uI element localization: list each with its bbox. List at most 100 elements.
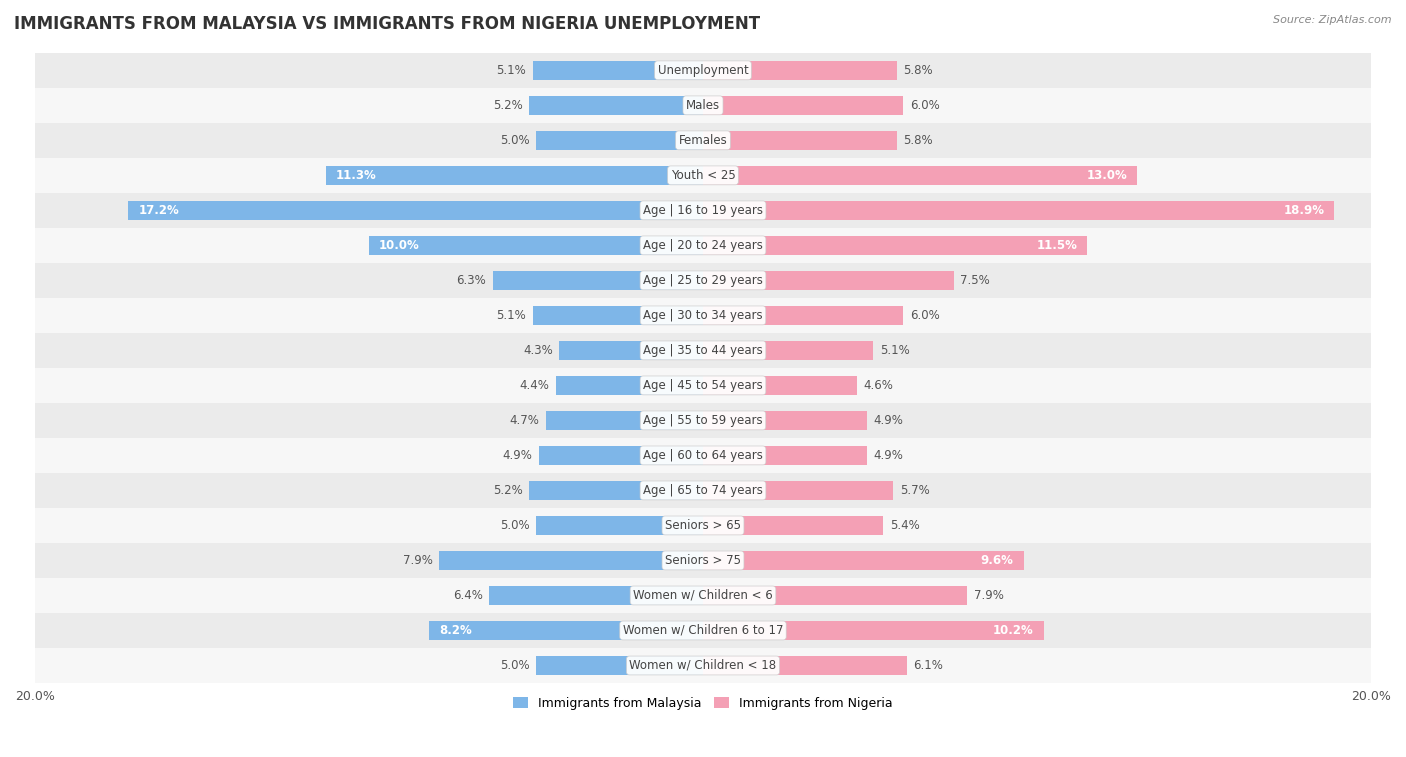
Bar <box>703 446 866 465</box>
Bar <box>703 656 907 675</box>
Text: 5.0%: 5.0% <box>499 659 529 672</box>
Text: Source: ZipAtlas.com: Source: ZipAtlas.com <box>1274 15 1392 25</box>
Bar <box>35 123 1371 158</box>
Bar <box>703 95 904 115</box>
Bar <box>560 341 703 360</box>
Text: 5.8%: 5.8% <box>904 64 934 77</box>
Bar <box>540 446 703 465</box>
Bar <box>703 166 1137 185</box>
Text: Age | 35 to 44 years: Age | 35 to 44 years <box>643 344 763 357</box>
Bar <box>529 481 703 500</box>
Text: 4.3%: 4.3% <box>523 344 553 357</box>
Bar <box>35 263 1371 298</box>
Text: 5.2%: 5.2% <box>494 99 523 112</box>
Text: Women w/ Children < 6: Women w/ Children < 6 <box>633 589 773 602</box>
Bar <box>35 648 1371 683</box>
Text: 5.1%: 5.1% <box>496 309 526 322</box>
Bar <box>35 158 1371 193</box>
Bar <box>35 508 1371 543</box>
Bar <box>439 551 703 570</box>
Text: Age | 16 to 19 years: Age | 16 to 19 years <box>643 204 763 217</box>
Text: 6.4%: 6.4% <box>453 589 482 602</box>
Bar <box>35 543 1371 578</box>
Text: 4.4%: 4.4% <box>519 379 550 392</box>
Text: 4.9%: 4.9% <box>503 449 533 462</box>
Text: 4.7%: 4.7% <box>509 414 540 427</box>
Bar <box>703 481 893 500</box>
Bar <box>35 438 1371 473</box>
Bar <box>35 473 1371 508</box>
Bar <box>703 61 897 80</box>
Text: 4.9%: 4.9% <box>873 449 903 462</box>
Text: Age | 65 to 74 years: Age | 65 to 74 years <box>643 484 763 497</box>
Bar <box>703 586 967 605</box>
Text: 17.2%: 17.2% <box>138 204 179 217</box>
Text: 5.0%: 5.0% <box>499 519 529 532</box>
Legend: Immigrants from Malaysia, Immigrants from Nigeria: Immigrants from Malaysia, Immigrants fro… <box>508 692 898 715</box>
Text: Seniors > 65: Seniors > 65 <box>665 519 741 532</box>
Text: Age | 25 to 29 years: Age | 25 to 29 years <box>643 274 763 287</box>
Bar <box>429 621 703 640</box>
Text: 5.4%: 5.4% <box>890 519 920 532</box>
Bar <box>368 235 703 255</box>
Bar <box>35 298 1371 333</box>
Text: Youth < 25: Youth < 25 <box>671 169 735 182</box>
Text: 7.5%: 7.5% <box>960 274 990 287</box>
Bar <box>35 368 1371 403</box>
Text: 5.0%: 5.0% <box>499 134 529 147</box>
Bar <box>536 131 703 150</box>
Text: 5.2%: 5.2% <box>494 484 523 497</box>
Bar <box>703 235 1087 255</box>
Bar <box>492 271 703 290</box>
Text: Females: Females <box>679 134 727 147</box>
Text: 11.5%: 11.5% <box>1036 239 1077 252</box>
Text: 5.1%: 5.1% <box>496 64 526 77</box>
Text: 4.9%: 4.9% <box>873 414 903 427</box>
Text: Unemployment: Unemployment <box>658 64 748 77</box>
Text: 6.3%: 6.3% <box>456 274 486 287</box>
Text: 7.9%: 7.9% <box>973 589 1004 602</box>
Text: 11.3%: 11.3% <box>336 169 377 182</box>
Text: Women w/ Children 6 to 17: Women w/ Children 6 to 17 <box>623 624 783 637</box>
Text: Age | 20 to 24 years: Age | 20 to 24 years <box>643 239 763 252</box>
Bar <box>128 201 703 220</box>
Bar <box>703 551 1024 570</box>
Text: Age | 55 to 59 years: Age | 55 to 59 years <box>643 414 763 427</box>
Text: 10.2%: 10.2% <box>993 624 1033 637</box>
Text: Seniors > 75: Seniors > 75 <box>665 554 741 567</box>
Text: 7.9%: 7.9% <box>402 554 433 567</box>
Bar <box>703 306 904 325</box>
Bar <box>35 88 1371 123</box>
Bar <box>529 95 703 115</box>
Bar <box>536 656 703 675</box>
Bar <box>489 586 703 605</box>
Bar <box>35 578 1371 613</box>
Text: Males: Males <box>686 99 720 112</box>
Bar <box>703 375 856 395</box>
Bar <box>35 613 1371 648</box>
Bar <box>555 375 703 395</box>
Text: 5.8%: 5.8% <box>904 134 934 147</box>
Bar <box>35 193 1371 228</box>
Text: 13.0%: 13.0% <box>1087 169 1128 182</box>
Text: Women w/ Children < 18: Women w/ Children < 18 <box>630 659 776 672</box>
Text: 4.6%: 4.6% <box>863 379 893 392</box>
Text: 9.6%: 9.6% <box>981 554 1014 567</box>
Bar <box>35 333 1371 368</box>
Text: Age | 45 to 54 years: Age | 45 to 54 years <box>643 379 763 392</box>
Bar <box>703 201 1334 220</box>
Text: 6.0%: 6.0% <box>910 99 939 112</box>
Bar <box>536 516 703 535</box>
Text: 6.1%: 6.1% <box>914 659 943 672</box>
Bar <box>35 228 1371 263</box>
Bar <box>703 411 866 430</box>
Bar <box>703 516 883 535</box>
Bar <box>703 131 897 150</box>
Bar <box>533 61 703 80</box>
Text: 5.1%: 5.1% <box>880 344 910 357</box>
Text: 6.0%: 6.0% <box>910 309 939 322</box>
Text: 8.2%: 8.2% <box>439 624 472 637</box>
Bar <box>35 403 1371 438</box>
Bar <box>703 341 873 360</box>
Bar <box>703 621 1043 640</box>
